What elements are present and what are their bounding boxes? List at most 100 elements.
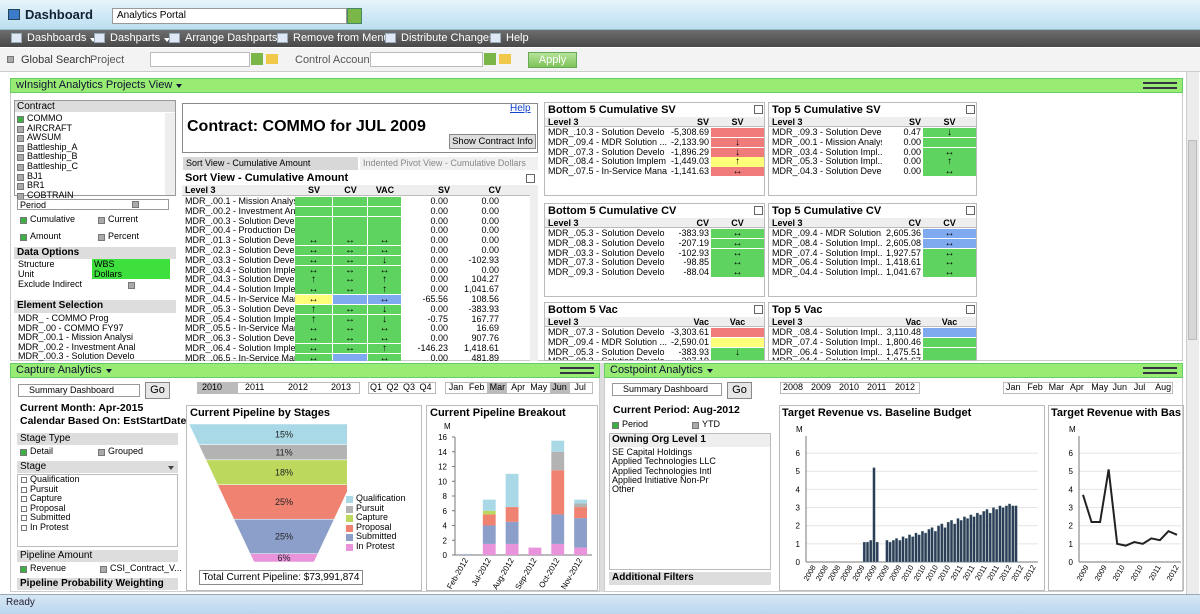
checkbox[interactable] <box>98 449 105 456</box>
checkbox[interactable] <box>128 282 135 289</box>
stage-type-option[interactable]: Grouped <box>108 446 144 456</box>
year-option[interactable]: 2013 <box>331 382 352 392</box>
go-button[interactable]: Go <box>145 382 170 399</box>
quarter-option[interactable]: Q4 <box>419 382 432 392</box>
month-option[interactable]: Mar <box>487 382 508 393</box>
checkbox[interactable] <box>17 154 24 162</box>
control-input[interactable] <box>370 52 483 67</box>
option-label[interactable]: Amount <box>30 231 62 241</box>
year-option[interactable]: 2012 <box>288 382 309 392</box>
month-option[interactable]: Jul <box>574 382 586 392</box>
year-option[interactable]: 2011 <box>245 382 265 392</box>
contract-item[interactable]: Battleship_C <box>27 161 79 171</box>
stage-item[interactable]: Submitted <box>30 512 71 523</box>
checkbox[interactable] <box>20 234 27 241</box>
org-item[interactable]: Applied Initiative Non-Pr <box>612 474 709 485</box>
month-option[interactable]: May <box>530 382 548 392</box>
panel-title[interactable]: Costpoint Analytics <box>610 364 703 376</box>
period-select[interactable]: Period <box>17 199 169 210</box>
checkbox[interactable] <box>21 496 27 503</box>
pipeline-amount-option[interactable]: Revenue <box>30 563 67 573</box>
element-item[interactable]: MDR_.00 - COMMO FY97 <box>18 322 124 333</box>
checkbox[interactable] <box>21 486 27 493</box>
checkbox[interactable] <box>20 449 27 456</box>
month-option[interactable]: Jun <box>1112 382 1128 392</box>
year-option[interactable]: 2009 <box>811 382 832 392</box>
contract-item[interactable]: Battleship_B <box>27 151 78 162</box>
checkbox[interactable] <box>17 164 24 171</box>
period-option[interactable]: Period <box>622 419 649 429</box>
data-option-value[interactable]: WBS <box>92 259 170 269</box>
show-info-button[interactable]: Show Contract Info <box>449 134 536 149</box>
dashboard-select[interactable]: Summary Dashboard <box>612 383 722 396</box>
month-option[interactable]: Jul <box>1133 382 1146 392</box>
year-option[interactable]: 2012 <box>895 382 916 392</box>
quarter-option[interactable]: Q2 <box>386 382 399 392</box>
option-label[interactable]: Current <box>108 214 139 224</box>
help-link[interactable]: Help <box>510 103 531 114</box>
menu-item[interactable]: Distribute Changes <box>401 32 495 44</box>
checkbox[interactable] <box>21 515 27 522</box>
org-item[interactable]: Other <box>612 484 635 495</box>
checkbox[interactable] <box>17 173 24 181</box>
contract-item[interactable]: BJ1 <box>27 170 43 181</box>
apply-button[interactable]: Apply <box>528 52 577 68</box>
element-item[interactable]: MDR_ - COMMO Prog <box>18 313 109 323</box>
month-option[interactable]: Jan <box>1006 382 1021 392</box>
element-item[interactable]: MDR_.00.1 - Mission Analysi <box>18 332 134 343</box>
quarter-option[interactable]: Q3 <box>403 382 416 392</box>
month-option[interactable]: Mar <box>1048 382 1065 392</box>
checkbox[interactable] <box>612 422 619 429</box>
data-option-value[interactable]: Dollars <box>92 269 170 279</box>
checkbox[interactable] <box>17 125 24 133</box>
month-option[interactable]: Feb <box>1027 382 1043 392</box>
pipeline-amount-option[interactable]: CSI_Contract_V... <box>110 563 182 573</box>
stage-item[interactable]: Capture <box>30 493 63 504</box>
dashboard-select[interactable]: Summary Dashboard <box>18 384 140 397</box>
stage-item[interactable]: Proposal <box>30 502 66 513</box>
menu-item[interactable]: Help <box>506 32 529 44</box>
stage-item[interactable]: In Protest <box>30 522 69 532</box>
quarter-option[interactable]: Q1 <box>370 382 383 392</box>
contract-item[interactable]: Battleship_A <box>27 141 78 152</box>
month-option[interactable]: Feb <box>468 382 485 392</box>
org-item[interactable]: Applied Technologies LLC <box>612 456 716 467</box>
checkbox[interactable] <box>17 144 24 152</box>
year-option[interactable]: 2010 <box>839 382 860 392</box>
year-option[interactable]: 2011 <box>867 382 887 392</box>
checkbox[interactable] <box>20 217 27 224</box>
org-item[interactable]: Applied Technologies Intl <box>612 465 712 476</box>
option-label[interactable]: Percent <box>108 231 140 241</box>
stage-item[interactable]: Pursuit <box>30 483 59 494</box>
month-option[interactable]: Jun <box>549 382 570 393</box>
checkbox[interactable] <box>132 201 139 208</box>
org-item[interactable]: SE Capital Holdings <box>612 447 693 457</box>
menu-item[interactable]: Arrange Dashparts <box>185 32 278 44</box>
month-option[interactable]: Apr <box>1069 382 1084 392</box>
checkbox[interactable] <box>21 505 27 512</box>
checkbox[interactable] <box>17 183 24 191</box>
year-option[interactable]: 2010 <box>198 382 238 393</box>
stage-type-option[interactable]: Detail <box>30 446 54 456</box>
go-button[interactable]: Go <box>727 382 752 399</box>
element-item[interactable]: MDR_.00.3 - Solution Develo <box>18 351 135 362</box>
checkbox[interactable] <box>692 422 699 429</box>
search-input[interactable]: Analytics Portal <box>112 8 347 24</box>
checkbox[interactable] <box>20 566 27 573</box>
checkbox[interactable] <box>17 135 24 143</box>
contract-item[interactable]: AIRCRAFT <box>27 122 72 133</box>
element-item[interactable]: MDR_.00.2 - Investment Anal <box>18 341 136 352</box>
stage-item[interactable]: Qualification <box>30 474 80 484</box>
menu-item[interactable]: Dashboards <box>27 32 87 44</box>
checkbox[interactable] <box>100 566 107 573</box>
checkbox[interactable] <box>21 525 27 531</box>
contract-item[interactable]: BR1 <box>27 180 45 191</box>
contract-item[interactable]: COBTRAIN <box>27 189 74 200</box>
month-option[interactable]: Aug <box>1155 382 1172 392</box>
project-input[interactable] <box>150 52 250 67</box>
checkbox[interactable] <box>7 56 14 63</box>
checkbox[interactable] <box>98 234 105 241</box>
menu-item[interactable]: Remove from Menu <box>293 32 390 44</box>
checkbox[interactable] <box>17 116 24 123</box>
panel-title[interactable]: wInsight Analytics Projects View <box>16 79 173 91</box>
